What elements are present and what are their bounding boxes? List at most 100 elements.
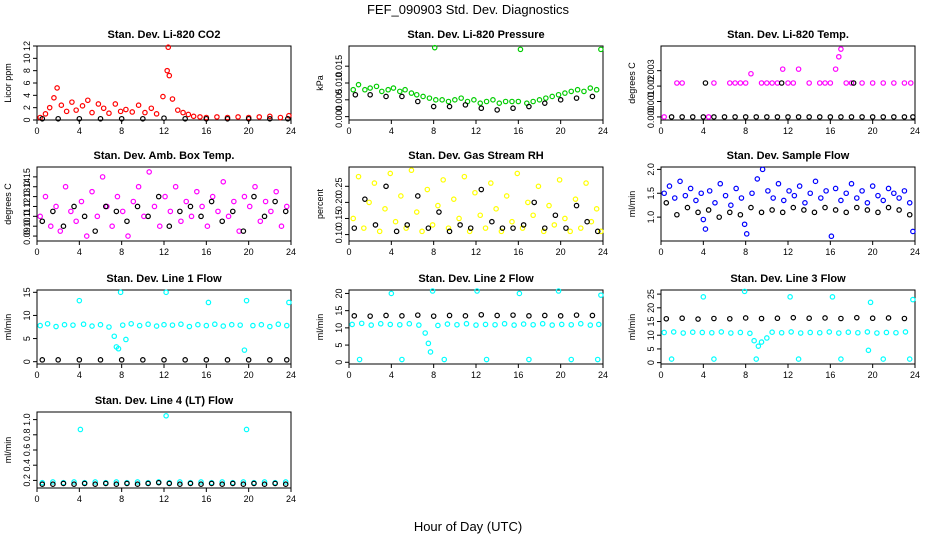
data-point — [383, 93, 389, 100]
data-point — [906, 211, 913, 218]
data-point — [758, 315, 765, 322]
data-point — [732, 80, 738, 86]
data-point — [396, 88, 403, 95]
data-point — [733, 185, 739, 192]
data-point — [906, 356, 913, 362]
data-point — [450, 196, 457, 202]
data-point — [764, 114, 770, 120]
data-point — [759, 166, 766, 173]
plot-frame — [660, 289, 916, 365]
data-point — [245, 357, 252, 363]
data-point — [574, 86, 581, 93]
data-point — [589, 312, 596, 319]
data-point — [853, 195, 860, 201]
x-tick-label: 0 — [34, 494, 39, 504]
data-point — [595, 321, 602, 328]
data-point — [267, 113, 273, 120]
data-point — [577, 225, 584, 231]
data-point — [113, 479, 120, 485]
x-tick-label: 16 — [201, 247, 211, 257]
data-point — [555, 288, 562, 294]
data-point — [76, 115, 83, 122]
data-point — [587, 322, 594, 328]
y-tick-label: 0.015 — [334, 55, 344, 78]
data-point — [174, 107, 181, 113]
data-point — [539, 320, 546, 327]
data-point — [663, 315, 670, 322]
data-point — [115, 345, 122, 352]
data-point — [584, 218, 590, 225]
panel-title: Stan. Dev. Li-820 CO2 — [108, 29, 221, 41]
data-point — [256, 114, 263, 120]
data-point — [95, 101, 102, 107]
data-point — [880, 114, 887, 120]
data-point — [383, 183, 389, 190]
data-point — [864, 329, 871, 335]
data-point — [594, 228, 601, 235]
data-point — [119, 322, 126, 328]
data-point — [188, 213, 195, 220]
data-point — [367, 85, 373, 91]
data-point — [741, 221, 748, 228]
data-point — [758, 209, 765, 216]
data-point — [517, 46, 524, 53]
panel-5: Stan. Dev. Gas Stream RH0 4 8 12 16 20 240.100… — [315, 150, 608, 257]
data-point — [843, 209, 850, 216]
data-point — [436, 209, 442, 215]
data-point — [165, 44, 172, 51]
data-point — [853, 204, 860, 211]
data-point — [261, 481, 268, 488]
x-tick-label: 24 — [910, 370, 920, 380]
data-point — [671, 195, 678, 201]
data-point — [785, 80, 791, 86]
data-point — [816, 80, 823, 86]
y-tick-label: 0 — [22, 359, 32, 364]
x-tick-label: 4 — [701, 126, 706, 136]
data-point — [689, 329, 696, 336]
data-point — [711, 80, 717, 86]
y-tick-label: 0.002 — [646, 75, 656, 98]
data-point — [832, 66, 839, 72]
data-point — [741, 288, 748, 295]
x-tick-label: 12 — [783, 370, 793, 380]
data-point — [445, 225, 452, 231]
data-point — [278, 223, 285, 230]
data-point — [520, 321, 527, 327]
data-point — [123, 336, 129, 343]
data-point — [68, 208, 74, 215]
data-point — [549, 93, 556, 100]
data-point — [552, 212, 559, 219]
data-point — [689, 114, 696, 120]
y-tick-label: 15 — [646, 317, 656, 327]
x-tick-label: 8 — [431, 126, 436, 136]
data-point — [145, 321, 151, 328]
data-point — [268, 208, 274, 215]
data-point — [220, 179, 227, 185]
data-point — [106, 324, 112, 330]
data-point — [44, 320, 51, 327]
data-point — [219, 481, 226, 488]
data-point — [92, 479, 99, 485]
data-point — [155, 193, 162, 200]
data-point — [160, 93, 166, 100]
x-tick-label: 0 — [34, 247, 39, 257]
data-point — [228, 321, 235, 328]
panel-title: Stan. Dev. Sample Flow — [727, 150, 850, 162]
data-point — [835, 53, 842, 60]
data-point — [117, 289, 124, 296]
data-point — [458, 95, 464, 101]
data-point — [203, 115, 210, 122]
data-point — [134, 481, 141, 488]
data-point — [859, 80, 865, 86]
data-point — [445, 98, 452, 105]
data-point — [838, 356, 844, 362]
panel-2: Stan. Dev. Li-820 Pressure 0 4 8 12 16 20 24 0.0… — [315, 29, 608, 136]
data-point — [880, 80, 887, 86]
data-point — [516, 290, 523, 297]
data-point — [261, 479, 268, 485]
y-tick-label: 0.010 — [334, 72, 344, 95]
x-tick-label: 16 — [513, 126, 523, 136]
data-point — [711, 356, 717, 362]
data-point — [240, 479, 247, 485]
